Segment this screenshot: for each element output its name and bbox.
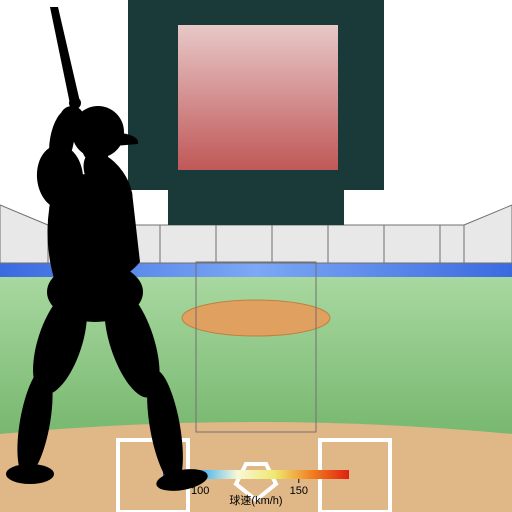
legend-tick-label: 150 [290, 485, 308, 497]
pitchers-mound [182, 300, 330, 336]
scoreboard-screen [178, 25, 338, 170]
chart-svg: 100150 球速(km/h) [0, 0, 512, 512]
pitch-chart-stage: 100150 球速(km/h) [0, 0, 512, 512]
scoreboard-base [168, 190, 344, 225]
legend-label: 球速(km/h) [229, 493, 282, 507]
